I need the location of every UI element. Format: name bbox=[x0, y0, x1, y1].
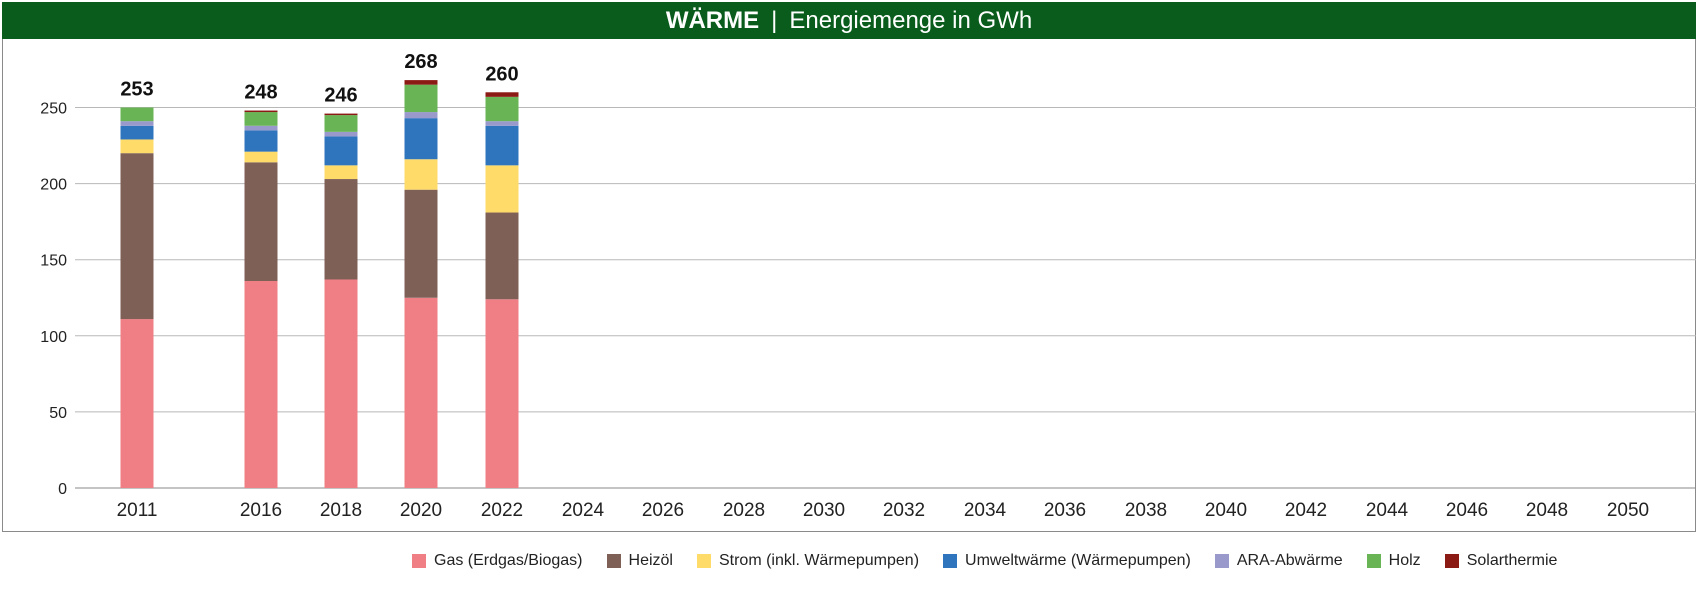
bar-segment bbox=[120, 153, 154, 320]
total-label: 260 bbox=[485, 63, 518, 85]
bar-segment bbox=[324, 113, 358, 116]
bar-segment bbox=[120, 319, 154, 488]
legend-item: ARA-Abwärme bbox=[1214, 552, 1343, 570]
legend-item: Gas (Erdgas/Biogas) bbox=[412, 552, 583, 570]
x-tick-label: 2024 bbox=[562, 500, 605, 521]
legend-swatch bbox=[1444, 554, 1459, 568]
x-tick-label: 2040 bbox=[1205, 500, 1247, 521]
bar-segment bbox=[485, 212, 519, 300]
x-tick-label: 2038 bbox=[1125, 500, 1167, 521]
bar-segment bbox=[324, 179, 358, 280]
title-subtitle: Energiemenge in GWh bbox=[789, 6, 1033, 34]
bar-segment bbox=[244, 112, 278, 126]
x-tick-label: 2011 bbox=[117, 500, 158, 521]
bar-segment bbox=[404, 84, 438, 113]
bar-segment bbox=[404, 189, 438, 298]
total-label: 253 bbox=[120, 79, 153, 101]
x-tick-label: 2028 bbox=[723, 500, 765, 521]
legend-swatch bbox=[412, 554, 426, 568]
bar-segment bbox=[120, 121, 154, 126]
total-label: 248 bbox=[244, 82, 277, 104]
legend-label: ARA-Abwärme bbox=[1236, 552, 1343, 569]
legend-swatch bbox=[943, 554, 958, 568]
x-tick-label: 2046 bbox=[1446, 500, 1488, 521]
title-separator: | bbox=[771, 6, 778, 34]
total-label: 246 bbox=[324, 85, 357, 107]
bar-segment bbox=[404, 159, 438, 190]
x-tick-label: 2016 bbox=[240, 500, 282, 521]
legend-label: Umweltwärme (Wärmepumpen) bbox=[965, 552, 1191, 569]
legend-label: Solarthermie bbox=[1466, 552, 1558, 569]
title-main: WÄRME bbox=[665, 6, 760, 34]
bar-segment bbox=[404, 112, 438, 119]
x-tick-label: 2026 bbox=[642, 500, 684, 521]
bar-segment bbox=[404, 297, 438, 488]
legend-item: Umweltwärme (Wärmepumpen) bbox=[943, 552, 1191, 570]
bar-segment bbox=[244, 162, 278, 282]
legend-label: Heizöl bbox=[628, 552, 673, 569]
x-tick-label: 2044 bbox=[1366, 500, 1409, 521]
y-tick-label: 250 bbox=[40, 101, 67, 118]
bar-segment bbox=[120, 139, 154, 154]
y-tick-label: 200 bbox=[40, 177, 67, 194]
bar-segment bbox=[404, 80, 438, 85]
bar-segment bbox=[485, 92, 519, 97]
bar-segment bbox=[244, 151, 278, 163]
y-tick-label: 150 bbox=[40, 253, 67, 270]
legend-item: Holz bbox=[1366, 552, 1421, 570]
y-tick-label: 50 bbox=[49, 405, 67, 422]
legend-label: Gas (Erdgas/Biogas) bbox=[434, 552, 583, 569]
bar-segment bbox=[324, 115, 358, 132]
bar-segment bbox=[244, 130, 278, 152]
x-tick-label: 2036 bbox=[1044, 500, 1086, 521]
bar-segment bbox=[120, 125, 154, 140]
legend-swatch bbox=[1366, 554, 1381, 568]
bar-chart: 0 50 100 150 200 250 2011 2016 2018 2020 2022 2024 2… bbox=[40, 51, 1696, 521]
x-tick-label: 2050 bbox=[1607, 500, 1649, 521]
legend-label: Holz bbox=[1388, 552, 1421, 569]
x-tick-label: 2018 bbox=[320, 500, 362, 521]
legend-swatch bbox=[1214, 554, 1229, 568]
x-tick-label: 2030 bbox=[803, 500, 845, 521]
title-bar: WÄRME | Energiemenge in GWh bbox=[2, 2, 1696, 39]
legend-swatch bbox=[696, 554, 711, 568]
bar-segment bbox=[324, 136, 358, 166]
legend-item: Heizöl bbox=[606, 552, 673, 570]
bar-segment bbox=[485, 165, 519, 213]
y-tick-label: 100 bbox=[40, 329, 67, 346]
bar-segment bbox=[244, 125, 278, 131]
bar-segment bbox=[485, 125, 519, 166]
total-label: 268 bbox=[404, 51, 437, 73]
legend-item: Strom (inkl. Wärmepumpen) bbox=[696, 552, 920, 570]
x-tick-label: 2032 bbox=[883, 500, 925, 521]
bar-segment bbox=[324, 165, 358, 180]
bar-segment bbox=[485, 121, 519, 126]
x-tick-label: 2042 bbox=[1285, 500, 1327, 521]
x-tick-label: 2022 bbox=[481, 500, 523, 521]
bar-segment bbox=[324, 131, 358, 137]
legend: Gas (Erdgas/Biogas) Heizöl Strom (inkl. Wä… bbox=[412, 551, 1581, 571]
bar-segment bbox=[244, 110, 278, 113]
bar-segment bbox=[324, 279, 358, 488]
legend-label: Strom (inkl. Wärmepumpen) bbox=[718, 552, 920, 569]
y-tick-label: 0 bbox=[58, 481, 67, 498]
bar-segment bbox=[120, 107, 154, 122]
bar-segment bbox=[485, 299, 519, 488]
legend-item: Solarthermie bbox=[1444, 552, 1558, 570]
bar-segment bbox=[485, 96, 519, 122]
legend-swatch bbox=[606, 554, 621, 568]
x-tick-label: 2020 bbox=[400, 500, 442, 521]
x-tick-label: 2048 bbox=[1526, 500, 1568, 521]
x-tick-label: 2034 bbox=[964, 500, 1007, 521]
bar-segment bbox=[404, 118, 438, 160]
bar-segment bbox=[244, 281, 278, 488]
